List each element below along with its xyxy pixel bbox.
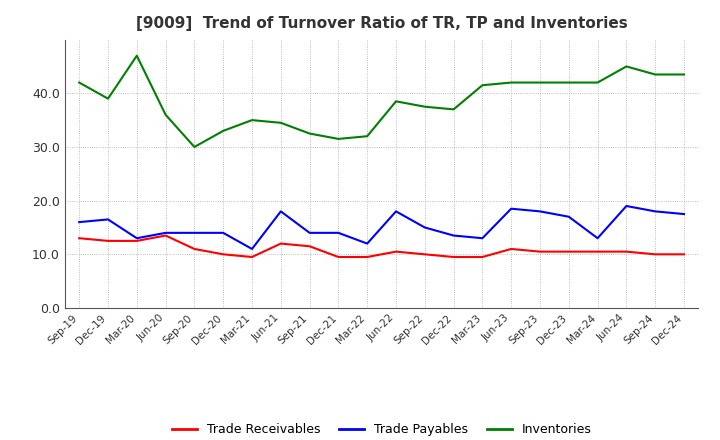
Title: [9009]  Trend of Turnover Ratio of TR, TP and Inventories: [9009] Trend of Turnover Ratio of TR, TP… — [136, 16, 627, 32]
Legend: Trade Receivables, Trade Payables, Inventories: Trade Receivables, Trade Payables, Inven… — [166, 418, 597, 440]
